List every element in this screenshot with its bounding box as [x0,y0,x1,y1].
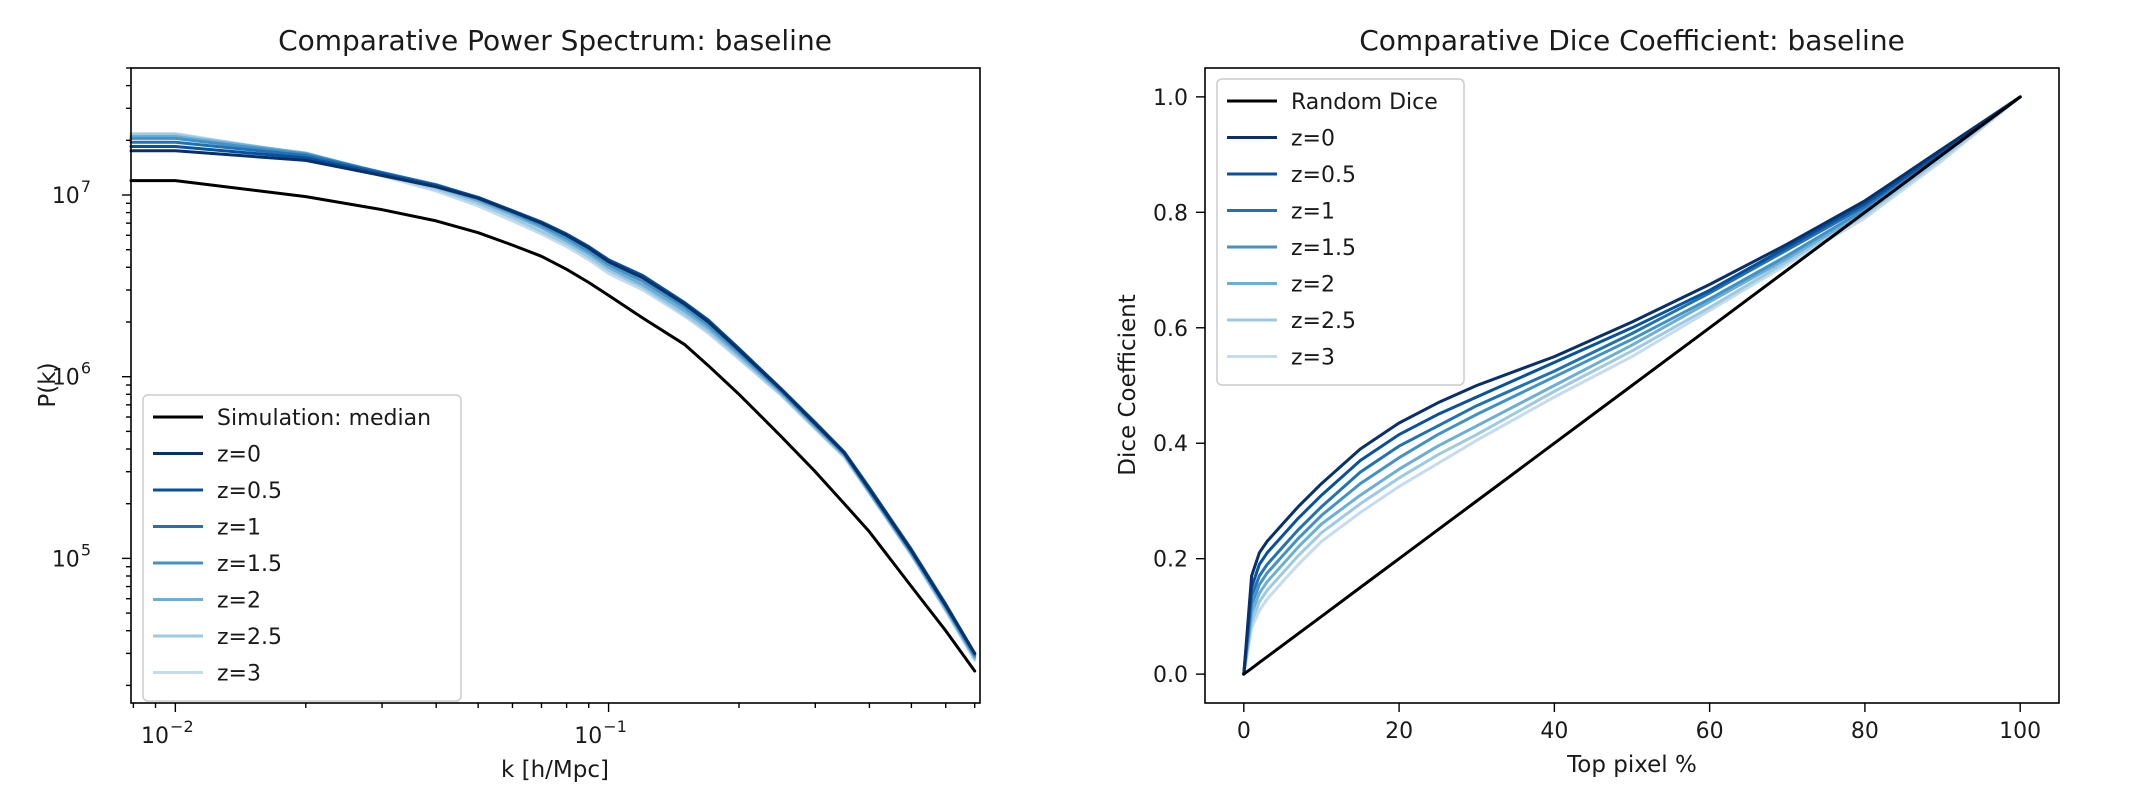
series-line-6 [1242,95,2022,676]
legend: Simulation: median z=0 z=0.5 z=1 z=1.5 z=2 z=2… [142,394,462,702]
y-tick-label: 0.4 [1153,432,1188,457]
series-line-1 [1242,95,2022,676]
legend-label: z=2.5 [217,625,282,650]
series-line-1 [129,149,977,655]
y-tick-label: 0.0 [1153,663,1188,688]
x-tick-label: 20 [1385,719,1413,744]
axis-ticks: 0 20 40 60 80 100 0.0 0.2 0.4 0.6 0.8 1.0 [1153,86,2041,744]
x-tick-label: 10−1 [574,717,627,749]
y-tick-label: 0.6 [1153,317,1188,342]
series-line-0 [1242,95,2022,676]
legend-label: z=0 [1291,127,1335,152]
dice-coefficient-chart: Comparative Dice Coefficient: baseline 0… [1115,24,2060,778]
x-tick-label: 100 [1999,719,2041,744]
series-line-5 [1242,95,2022,676]
x-tick-label: 80 [1851,719,1879,744]
legend-label: z=1 [1291,200,1335,225]
legend-label: z=3 [217,662,261,687]
x-tick-label: 10−2 [141,717,194,749]
y-tick-label: 107 [52,177,91,209]
series-line-4 [1242,95,2022,676]
chart-title: Comparative Power Spectrum: baseline [278,24,832,57]
y-tick-label: 1.0 [1153,86,1188,111]
x-tick-label: 60 [1696,719,1724,744]
plot-frame [130,67,981,704]
series-line-3 [1242,95,2022,676]
y-tick-label: 105 [52,540,91,572]
x-axis-label: k [h/Mpc] [501,757,609,783]
legend-label: z=2 [1291,273,1335,298]
legend-box [1216,78,1465,386]
legend-label: z=0.5 [1291,163,1356,188]
y-tick-label: 0.8 [1153,201,1188,226]
x-tick-label: 40 [1540,719,1568,744]
y-axis-label: P(k) [35,362,61,407]
series-line-7 [1242,95,2022,676]
series-line-2 [1242,95,2022,676]
legend-label: z=2 [217,589,261,614]
power-spectrum-chart: Comparative Power Spectrum: baseline 10−… [35,24,981,783]
legend-label: z=1 [217,516,261,541]
legend-label: z=1.5 [217,552,282,577]
legend-box [142,394,462,702]
x-tick-label: 0 [1237,719,1251,744]
plot-frame [1204,67,2060,704]
chart-title: Comparative Dice Coefficient: baseline [1359,24,1905,57]
series-group [129,132,977,673]
legend-label: z=2.5 [1291,309,1356,334]
legend-label: Random Dice [1291,90,1438,115]
series-line-0 [129,179,977,673]
legend-label: z=0.5 [217,479,282,504]
series-group [1242,95,2022,676]
legend-label: z=1.5 [1291,236,1356,261]
legend-label: z=3 [1291,346,1335,371]
y-tick-label: 0.2 [1153,548,1188,573]
legend-label: Simulation: median [217,406,431,431]
x-axis-label: Top pixel % [1566,752,1697,778]
legend: Random Dice z=0 z=0.5 z=1 z=1.5 z=2 z=2.5 z=3 [1216,78,1465,386]
y-axis-label: Dice Coefficient [1115,294,1141,476]
legend-label: z=0 [217,443,261,468]
